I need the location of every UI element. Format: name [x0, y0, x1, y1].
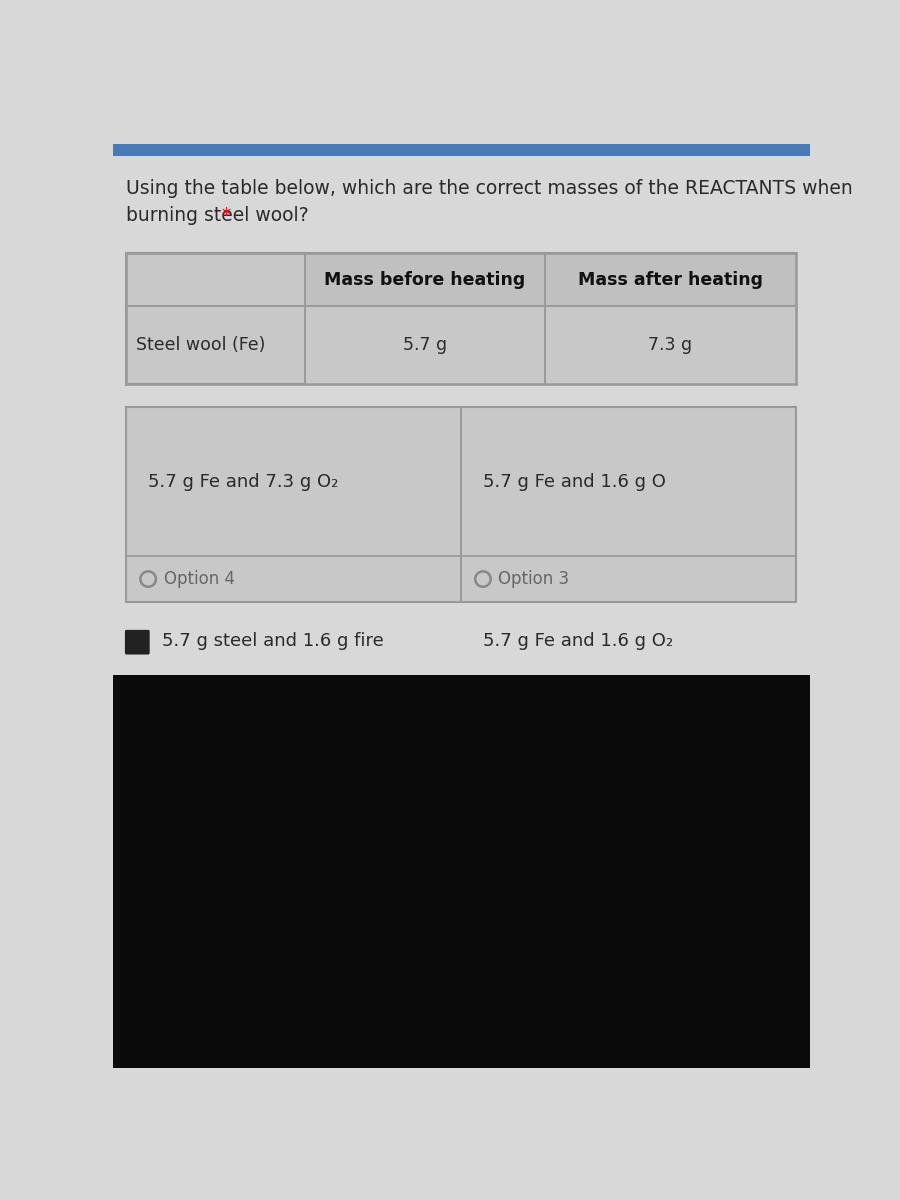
FancyBboxPatch shape	[112, 144, 810, 156]
FancyBboxPatch shape	[305, 306, 796, 384]
Text: burning steel wool?: burning steel wool?	[126, 205, 309, 224]
Text: 5.7 g steel and 1.6 g fire: 5.7 g steel and 1.6 g fire	[162, 631, 384, 649]
Text: Using the table below, which are the correct masses of the REACTANTS when: Using the table below, which are the cor…	[126, 179, 853, 198]
FancyBboxPatch shape	[305, 253, 796, 306]
Text: 5.7 g: 5.7 g	[403, 336, 447, 354]
FancyBboxPatch shape	[126, 253, 796, 384]
FancyBboxPatch shape	[112, 676, 810, 1068]
FancyBboxPatch shape	[126, 407, 796, 602]
Text: 7.3 g: 7.3 g	[648, 336, 693, 354]
Text: Option 3: Option 3	[499, 570, 570, 588]
Text: 5.7 g Fe and 7.3 g O₂: 5.7 g Fe and 7.3 g O₂	[148, 473, 338, 491]
Text: 5.7 g Fe and 1.6 g O₂: 5.7 g Fe and 1.6 g O₂	[483, 631, 673, 649]
Text: 5.7 g Fe and 1.6 g O: 5.7 g Fe and 1.6 g O	[483, 473, 666, 491]
Text: Option 4: Option 4	[164, 570, 235, 588]
FancyBboxPatch shape	[125, 630, 149, 654]
Text: Mass after heating: Mass after heating	[578, 270, 763, 288]
Text: Steel wool (Fe): Steel wool (Fe)	[136, 336, 266, 354]
Text: *: *	[216, 205, 231, 224]
Text: Mass before heating: Mass before heating	[324, 270, 526, 288]
